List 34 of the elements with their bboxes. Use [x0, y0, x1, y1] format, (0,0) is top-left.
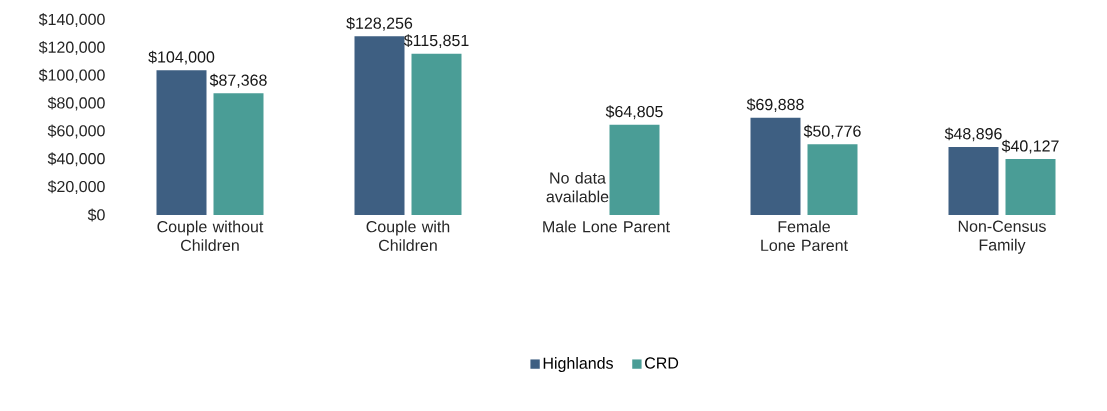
y-tick-label: $120,000	[38, 40, 105, 55]
data-label: $104,000	[148, 50, 215, 65]
data-label: $48,896	[944, 127, 1002, 142]
bar	[156, 70, 207, 215]
y-tick-label: $0	[87, 208, 105, 222]
legend-label: CRD	[645, 357, 679, 369]
bar	[948, 146, 999, 215]
data-label: $64,805	[605, 105, 663, 120]
x-tick-label: Male Lone Parent	[543, 220, 670, 233]
bar	[609, 124, 660, 215]
data-label: $128,256	[346, 16, 413, 31]
data-label: $50,776	[803, 124, 861, 139]
x-tick-label: Female Lone Parent	[761, 220, 848, 252]
y-tick-label: $60,000	[47, 124, 105, 139]
data-label: $115,851	[403, 34, 469, 49]
data-label: $40,127	[1001, 139, 1059, 154]
bar	[213, 93, 264, 215]
data-label: $87,368	[209, 73, 267, 88]
y-tick-label: $100,000	[38, 68, 105, 83]
x-tick-label: Couple with Children	[366, 220, 450, 252]
y-tick-label: $140,000	[38, 13, 105, 27]
y-tick-label: $40,000	[47, 152, 105, 167]
y-tick-label: $20,000	[47, 180, 105, 195]
y-tick-label: $80,000	[47, 96, 105, 111]
x-tick-label: Non-Census Family	[958, 220, 1046, 254]
bar	[807, 144, 858, 215]
bar	[411, 53, 462, 215]
bar	[354, 36, 405, 215]
x-tick-label: Couple without Children	[157, 220, 264, 252]
legend-label: Highlands	[543, 357, 613, 373]
bar	[1005, 159, 1056, 215]
data-label: $69,888	[746, 98, 804, 113]
annotation: No data available	[546, 171, 609, 203]
bar	[750, 117, 801, 215]
